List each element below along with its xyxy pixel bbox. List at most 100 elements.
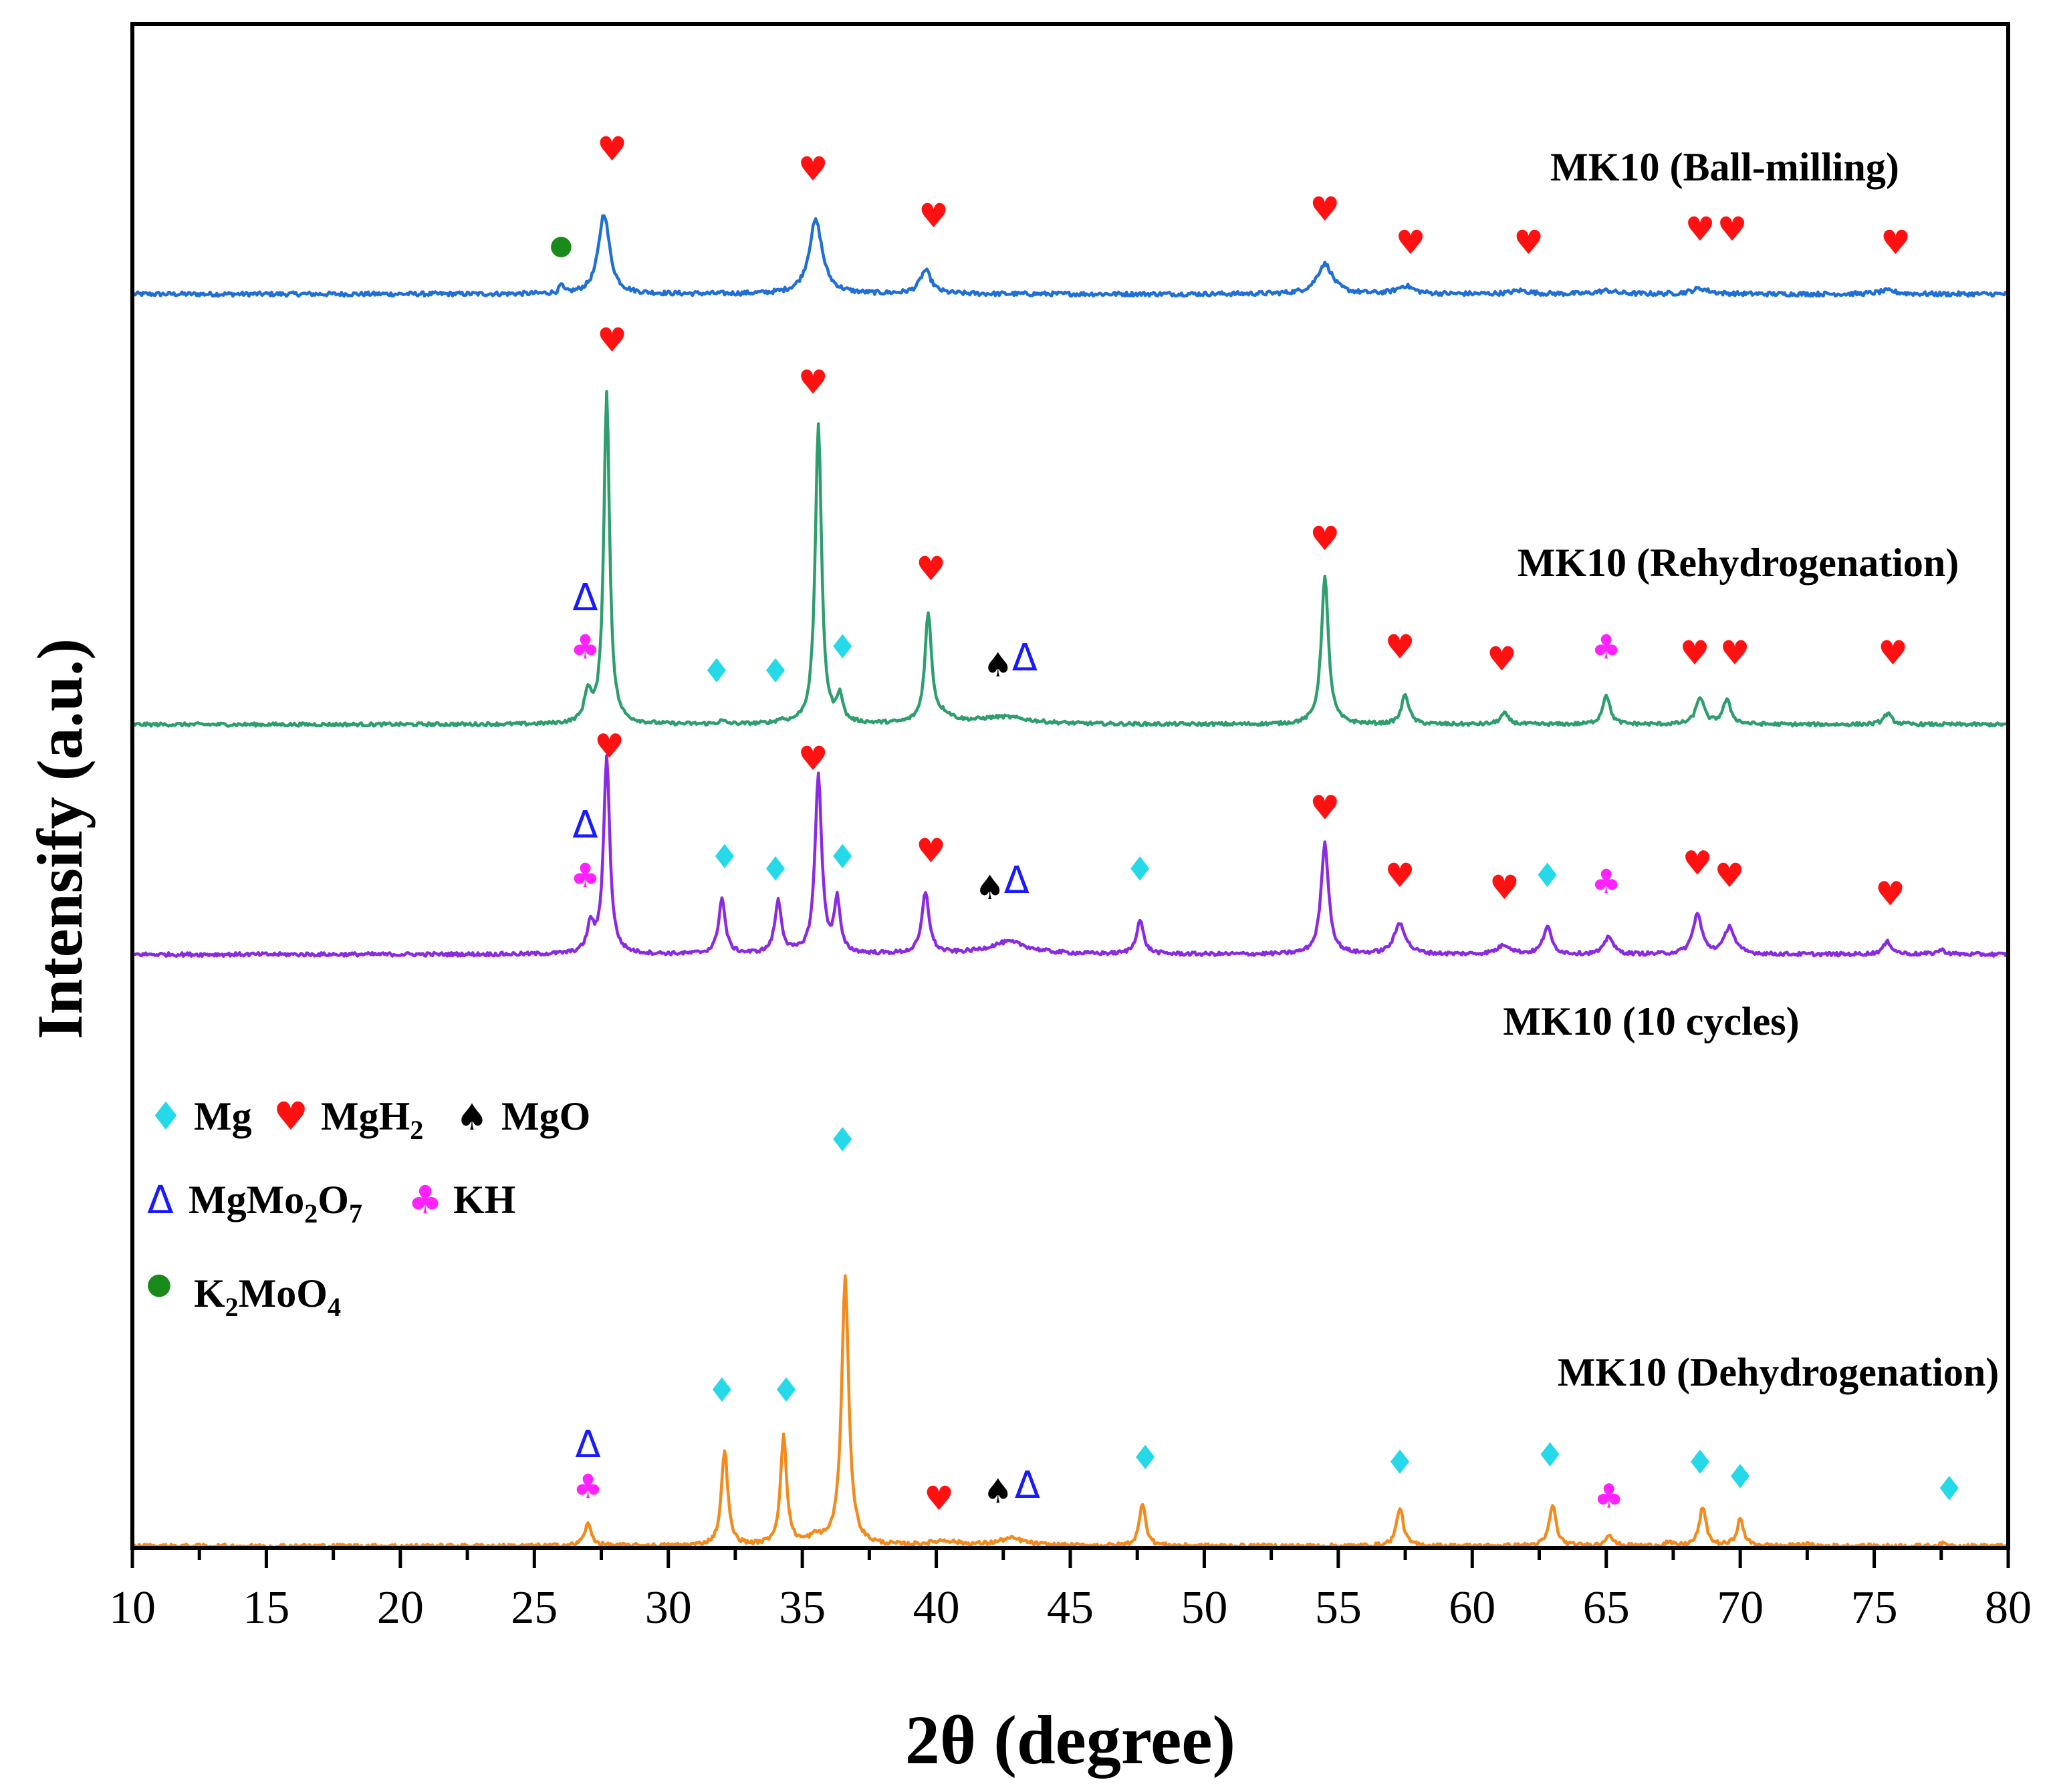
marker-rehyd-kh-13: ♣ [1591, 628, 1621, 666]
marker-cycles-mg-5: ♦ [828, 838, 858, 876]
x-tick-label-80: 80 [1985, 1582, 2032, 1634]
x-tick-label-65: 65 [1583, 1582, 1630, 1634]
legend-k2moo4-symbol: ● [146, 1267, 172, 1301]
x-tick-label-75: 75 [1851, 1582, 1898, 1634]
marker-dehyd-mg-3: ♦ [771, 1371, 802, 1410]
marker-cycles-mgh2-12: ♥ [1385, 856, 1415, 895]
y-axis-title: Intensify (a.u.) [24, 638, 96, 1039]
marker-cycles-mgh2-6: ♥ [798, 739, 828, 778]
series-line-rehyd [132, 390, 2010, 728]
legend-mgmo2o7-symbol: Δ [147, 1177, 174, 1223]
series-label-cycles: MK10 (10 cycles) [1503, 999, 1799, 1043]
marker-cycles-mgh2-18: ♥ [1875, 874, 1905, 913]
marker-rehyd-mgh2-7: ♥ [916, 549, 946, 588]
x-tick-label-25: 25 [511, 1582, 558, 1634]
marker-cycles-mgmo2o7-1: Δ [572, 803, 598, 847]
x-tick-label-50: 50 [1181, 1582, 1227, 1634]
series-label-ball: MK10 (Ball-milling) [1550, 145, 1899, 189]
marker-dehyd-mgo-6: ♠ [983, 1472, 1013, 1511]
marker-ball-mgh2-7: ♥ [1685, 210, 1715, 249]
marker-dehyd-kh-0: ♣ [573, 1467, 603, 1506]
marker-ball-mgh2-9: ♥ [1881, 223, 1911, 262]
series-labels: MK10 (Ball-milling) MK10 (Rehydrogenation… [1503, 145, 1999, 1394]
marker-ball-mgh2-8: ♥ [1717, 210, 1747, 249]
marker-layer: ●♥♥♥ ♥♥ ♥ ♥ ♥ ♥♣Δ♥♦ ♦♦♥♥♠Δ♥♥ ♥ ♣ ♥ ♥ ♥♣Δ♥♦ ♦ ♦♥♥♠Δ ♦♥♥… [550, 130, 1964, 1518]
legend: ♦ Mg ♥ MgH2 ♠ MgO Δ MgMo2O7 ♣ KH ● K2MoO… [146, 1094, 591, 1322]
x-tick-label-40: 40 [913, 1582, 960, 1634]
x-tick-label-55: 55 [1315, 1582, 1362, 1634]
marker-cycles-kh-0: ♣ [570, 856, 600, 895]
marker-rehyd-mgh2-14: ♥ [1680, 634, 1710, 672]
marker-rehyd-mgh2-2: ♥ [597, 321, 627, 360]
marker-cycles-mgh2-11: ♥ [1310, 789, 1340, 827]
legend-kh-label: KH [453, 1178, 515, 1222]
marker-cycles-mg-14: ♦ [1532, 856, 1562, 895]
x-tick-label-15: 15 [243, 1582, 289, 1634]
x-tick-label-45: 45 [1047, 1582, 1094, 1634]
x-axis: 10 15 20 25 30 35 40 45 50 55 60 65 70 75 80 [109, 1548, 2032, 1634]
legend-mgmo2o7-b: O [318, 1178, 349, 1222]
marker-dehyd-mg-13: ♦ [1725, 1458, 1756, 1497]
marker-rehyd-mgh2-16: ♥ [1878, 634, 1908, 672]
series-label-rehyd: MK10 (Rehydrogenation) [1518, 541, 1959, 585]
marker-rehyd-mg-5: ♦ [828, 628, 858, 666]
marker-rehyd-mgo-8: ♠ [983, 646, 1013, 684]
marker-dehyd-mgh2-5: ♥ [924, 1479, 954, 1518]
marker-cycles-mgh2-13: ♥ [1489, 868, 1520, 907]
series-line-cycles [133, 753, 2010, 958]
marker-rehyd-mgh2-12: ♥ [1487, 640, 1517, 678]
marker-rehyd-mg-4: ♦ [761, 652, 791, 690]
marker-rehyd-kh-0: ♣ [570, 628, 600, 666]
marker-ball-mgh2-2: ♥ [798, 150, 828, 188]
marker-rehyd-mgh2-10: ♥ [1310, 519, 1340, 558]
x-tick-label-35: 35 [779, 1582, 826, 1634]
legend-mgh2-label: MgH2 [321, 1094, 423, 1145]
marker-ball-mgh2-6: ♥ [1514, 223, 1544, 262]
x-tick-label-70: 70 [1717, 1582, 1764, 1634]
legend-mg-symbol: ♦ [148, 1094, 183, 1139]
marker-rehyd-mgh2-6: ♥ [798, 363, 828, 402]
marker-cycles-mgh2-7: ♥ [916, 831, 946, 870]
legend-k2moo4-sub2: 4 [328, 1292, 341, 1322]
x-tick-label-20: 20 [377, 1582, 424, 1634]
marker-rehyd-mgh2-11: ♥ [1385, 628, 1415, 666]
legend-mgo-symbol: ♠ [456, 1096, 488, 1138]
legend-mgh2-symbol: ♥ [273, 1094, 308, 1139]
marker-ball-k2moo4-0: ● [550, 230, 573, 261]
marker-dehyd-mgmo2o7-7: Δ [1015, 1464, 1040, 1507]
series-label-dehyd: MK10 (Dehydrogenation) [1558, 1350, 2000, 1394]
marker-cycles-mg-3: ♦ [709, 838, 739, 876]
legend-k2moo4-a: K [194, 1271, 225, 1315]
marker-rehyd-mgmo2o7-9: Δ [1012, 636, 1038, 680]
legend-k2moo4-sub1: 2 [225, 1292, 239, 1322]
marker-dehyd-mg-8: ♦ [1130, 1438, 1161, 1477]
marker-cycles-mg-4: ♦ [761, 850, 791, 889]
marker-rehyd-mgmo2o7-1: Δ [572, 576, 598, 620]
marker-dehyd-mg-2: ♦ [707, 1371, 737, 1410]
marker-dehyd-mg-9: ♦ [1385, 1443, 1415, 1482]
legend-kh-symbol: ♣ [408, 1177, 443, 1223]
marker-dehyd-mg-4: ♦ [828, 1121, 858, 1160]
legend-mgmo2o7-label: MgMo2O7 [189, 1178, 362, 1229]
legend-mgmo2o7-sub1: 2 [304, 1198, 318, 1229]
marker-ball-mgh2-4: ♥ [1310, 190, 1340, 229]
x-axis-title: 2θ (degree) [905, 1702, 1235, 1779]
marker-cycles-mg-10: ♦ [1125, 850, 1155, 889]
marker-cycles-mgo-8: ♠ [975, 868, 1005, 907]
legend-k2moo4-b: MoO [239, 1271, 328, 1315]
legend-k2moo4-label: K2MoO4 [194, 1271, 341, 1322]
marker-dehyd-mg-10: ♦ [1535, 1436, 1565, 1475]
marker-cycles-mgh2-17: ♥ [1715, 856, 1745, 895]
marker-dehyd-mg-14: ♦ [1934, 1470, 1964, 1509]
marker-ball-mgh2-3: ♥ [919, 197, 949, 235]
marker-rehyd-mg-3: ♦ [701, 652, 731, 690]
legend-mgmo2o7-sub2: 7 [349, 1198, 362, 1229]
legend-mgo-label: MgO [501, 1094, 590, 1138]
x-tick-label-60: 60 [1449, 1582, 1495, 1634]
series-line-ball [132, 214, 2009, 298]
marker-rehyd-mgh2-15: ♥ [1720, 634, 1750, 672]
marker-cycles-mgmo2o7-9: Δ [1004, 859, 1030, 902]
marker-dehyd-mg-12: ♦ [1685, 1443, 1715, 1482]
